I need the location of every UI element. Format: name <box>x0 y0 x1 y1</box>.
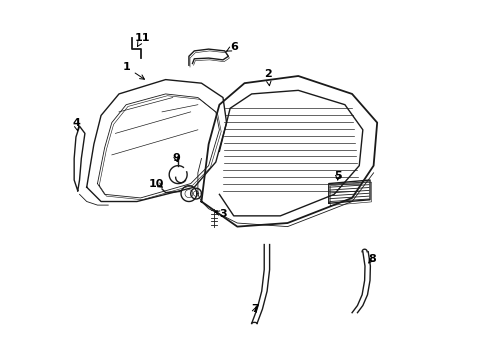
Text: 1: 1 <box>122 62 144 79</box>
Text: 6: 6 <box>226 42 237 52</box>
Text: 2: 2 <box>264 69 271 86</box>
Text: 8: 8 <box>367 254 375 264</box>
Text: 9: 9 <box>172 153 180 163</box>
Text: 5: 5 <box>333 171 341 181</box>
Text: 4: 4 <box>72 118 80 131</box>
Text: 3: 3 <box>215 209 226 219</box>
Text: 7: 7 <box>251 304 259 314</box>
Text: 11: 11 <box>134 33 150 46</box>
Text: 10: 10 <box>149 179 164 189</box>
